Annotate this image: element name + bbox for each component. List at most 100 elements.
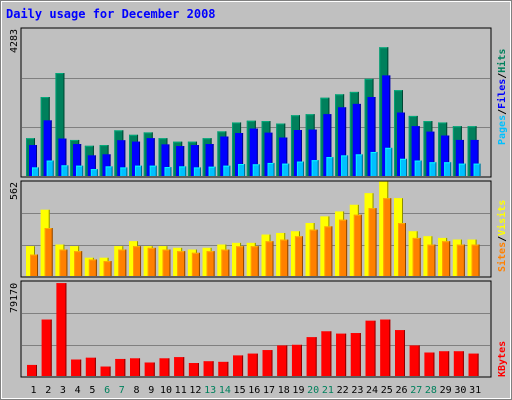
kbytes-bar-fill bbox=[247, 353, 258, 376]
pages-bar bbox=[444, 162, 452, 176]
kbytes-bar bbox=[188, 363, 199, 376]
pages-bar bbox=[193, 167, 201, 176]
visits-panel-ymax-label: 562 bbox=[9, 182, 20, 200]
legend-separator: / bbox=[497, 236, 508, 242]
pages-bar-fill bbox=[370, 151, 378, 176]
sites-bar bbox=[383, 198, 392, 276]
kbytes-bar-fill bbox=[350, 333, 361, 376]
sites-bar-fill bbox=[206, 251, 215, 276]
sites-bar bbox=[442, 241, 451, 276]
kbytes-bar bbox=[100, 366, 111, 376]
sites-bar bbox=[221, 249, 230, 276]
files-bar-fill bbox=[411, 126, 420, 176]
chart-title: Daily usage for December 2008 bbox=[6, 7, 216, 21]
pages-bar bbox=[429, 162, 437, 176]
pages-bar bbox=[90, 169, 98, 176]
sites-bar-fill bbox=[250, 246, 259, 276]
kbytes-bar bbox=[306, 337, 317, 376]
sites-bar-fill bbox=[280, 239, 289, 276]
files-bar-fill bbox=[397, 112, 405, 176]
sites-bar-fill bbox=[471, 244, 480, 276]
sites-bar-fill bbox=[427, 244, 436, 276]
sites-bar bbox=[118, 249, 127, 276]
kbytes-bar-fill bbox=[71, 359, 82, 376]
pages-bar bbox=[135, 165, 143, 176]
pages-bar bbox=[252, 164, 260, 176]
kbytes-bar-fill bbox=[365, 320, 376, 376]
kbytes-bar-fill bbox=[380, 319, 391, 376]
pages-bar bbox=[179, 166, 187, 176]
files-bar-fill bbox=[455, 139, 464, 176]
files-bar-fill bbox=[264, 132, 273, 176]
sites-bar bbox=[427, 244, 436, 276]
kbytes-bar bbox=[291, 344, 302, 376]
kbytes-panel-ymax-label: 79170 bbox=[9, 283, 20, 313]
day-label: 24 bbox=[366, 385, 378, 396]
pages-bar bbox=[267, 162, 275, 176]
sites-bar-fill bbox=[294, 236, 303, 276]
day-label: 3 bbox=[60, 385, 66, 396]
kbytes-bar-fill bbox=[56, 283, 67, 376]
pages-bar bbox=[355, 154, 363, 176]
files-bar-fill bbox=[117, 140, 126, 176]
day-label: 4 bbox=[75, 385, 81, 396]
files-bar-fill bbox=[73, 144, 82, 176]
kbytes-bar bbox=[321, 331, 332, 376]
sites-bar-fill bbox=[30, 254, 38, 276]
pages-bar bbox=[149, 165, 157, 176]
day-label: 15 bbox=[234, 385, 246, 396]
kbytes-bar-fill bbox=[144, 362, 155, 376]
sites-bar bbox=[147, 247, 156, 276]
sites-bar bbox=[250, 246, 259, 276]
files-bar-fill bbox=[279, 137, 288, 176]
pages-bar-fill bbox=[400, 158, 407, 176]
day-label: 2 bbox=[45, 385, 51, 396]
sites-bar-fill bbox=[236, 246, 245, 276]
pages-bar-fill bbox=[326, 157, 334, 176]
day-label: 19 bbox=[292, 385, 304, 396]
files-bar-fill bbox=[87, 155, 96, 176]
kbytes-bar-fill bbox=[85, 357, 96, 376]
pages-bar bbox=[120, 167, 128, 176]
sites-bar-fill bbox=[309, 229, 318, 276]
files-bar-fill bbox=[161, 144, 170, 176]
files-bar-fill bbox=[43, 120, 52, 176]
pages-bar bbox=[105, 166, 113, 176]
kbytes-bar bbox=[424, 352, 435, 376]
pages-bar-fill bbox=[90, 169, 98, 176]
sites-bar bbox=[456, 244, 465, 276]
sites-bar-fill bbox=[147, 247, 156, 276]
pages-bar bbox=[76, 165, 84, 176]
kbytes-bar-fill bbox=[41, 319, 52, 376]
pages-bar-fill bbox=[267, 162, 275, 176]
kbytes-bar-fill bbox=[27, 364, 37, 376]
kbytes-bar bbox=[41, 319, 52, 376]
kbytes-bar bbox=[144, 362, 155, 376]
pages-bar-fill bbox=[429, 162, 437, 176]
pages-bar bbox=[238, 163, 246, 176]
kbytes-bar bbox=[85, 357, 96, 376]
legend-sites: Sites bbox=[496, 242, 508, 272]
kbytes-bar bbox=[71, 359, 82, 376]
sites-bar-fill bbox=[88, 259, 97, 276]
files-bar-fill bbox=[146, 138, 155, 176]
sites-bar bbox=[103, 261, 112, 276]
pages-bar-fill bbox=[149, 165, 157, 176]
sites-bar-fill bbox=[44, 228, 53, 276]
sites-bar bbox=[44, 228, 53, 276]
sites-bar bbox=[353, 214, 362, 276]
kbytes-bar-fill bbox=[262, 350, 273, 376]
pages-bar bbox=[32, 167, 39, 176]
kbytes-bar bbox=[159, 358, 170, 376]
legend-separator: / bbox=[497, 109, 508, 115]
files-bar-fill bbox=[249, 128, 258, 176]
kbytes-bar-fill bbox=[409, 345, 420, 376]
day-label: 26 bbox=[395, 385, 407, 396]
pages-bar-fill bbox=[238, 163, 246, 176]
kbytes-bar bbox=[27, 364, 37, 376]
files-bar-fill bbox=[220, 136, 229, 176]
sites-bar bbox=[30, 254, 38, 276]
sites-bar-fill bbox=[383, 198, 392, 276]
sites-bar-fill bbox=[59, 249, 68, 276]
